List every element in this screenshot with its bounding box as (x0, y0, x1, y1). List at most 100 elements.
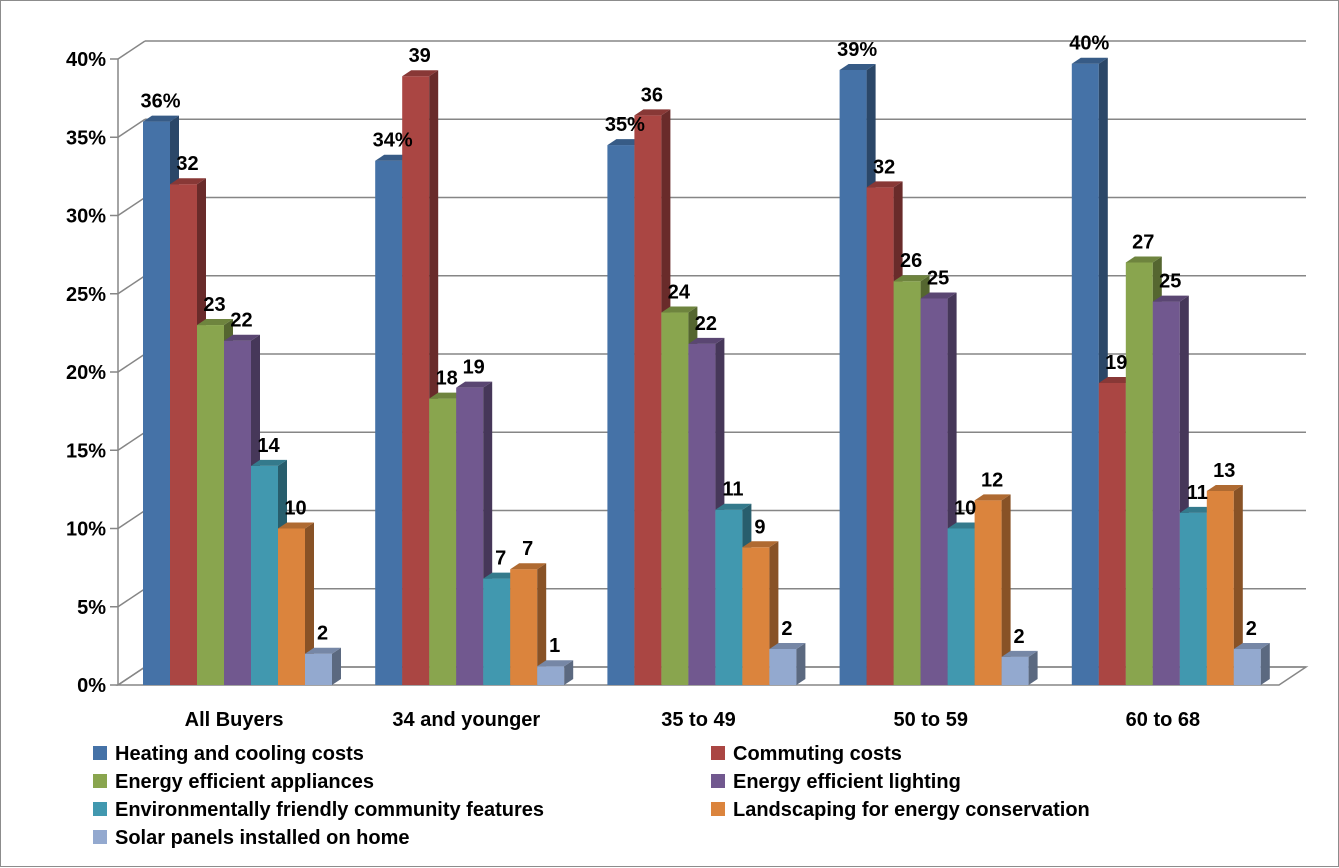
legend: Heating and cooling costs Commuting costs… (93, 743, 1090, 849)
y-tick-label: 30% (66, 206, 106, 228)
bar-top (715, 503, 752, 510)
legend-swatch (711, 774, 725, 788)
category-label: 35 to 49 (661, 709, 735, 731)
data-label: 22 (695, 313, 717, 335)
bar-side (305, 522, 314, 685)
y-tick-label: 15% (66, 440, 106, 462)
bar-top (839, 63, 876, 70)
legend-item: Energy efficient lighting (711, 771, 961, 793)
gridline-diagonal (117, 509, 146, 530)
data-label: 2 (1014, 626, 1025, 648)
data-label: 24 (668, 282, 691, 304)
bar-top (661, 306, 698, 313)
bar-top (769, 643, 806, 650)
gridline-diagonal (117, 666, 146, 686)
bar-top (456, 381, 493, 388)
bar (769, 643, 806, 685)
bar-front (1206, 490, 1234, 685)
data-label: 19 (1105, 352, 1127, 374)
bar (1233, 643, 1270, 685)
data-label: 32 (176, 153, 198, 175)
category-label: 50 to 59 (893, 709, 967, 731)
bar-top (893, 275, 930, 282)
legend-label: Landscaping for energy conservation (733, 799, 1090, 821)
bar-top (1152, 295, 1189, 302)
data-label: 22 (230, 310, 252, 332)
y-tick-label: 25% (66, 284, 106, 306)
bar-top (537, 660, 574, 667)
data-label: 2 (781, 618, 792, 640)
legend-label: Energy efficient lighting (733, 771, 961, 793)
data-label: 12 (981, 469, 1003, 491)
legend-swatch (711, 802, 725, 816)
category-label: 34 and younger (392, 709, 540, 731)
data-label: 19 (463, 357, 485, 379)
data-label: 2 (1246, 618, 1257, 640)
data-label: 40% (1069, 33, 1109, 55)
data-label: 26 (900, 250, 922, 272)
bar-front (715, 509, 743, 685)
bar-side (537, 563, 547, 685)
bar (537, 660, 574, 685)
bar-front (429, 398, 457, 685)
data-label: 10 (954, 498, 976, 520)
bar-front (839, 69, 867, 685)
bar-top (688, 337, 725, 344)
bar-front (974, 500, 1002, 685)
bar-front (607, 145, 635, 685)
bar-top (1233, 643, 1270, 650)
bar-front (688, 343, 716, 685)
data-label: 14 (257, 435, 280, 457)
bar-front (375, 160, 403, 686)
bar-top (305, 647, 341, 654)
bars (143, 57, 1270, 686)
bar-front (305, 653, 332, 685)
gridline-diagonal (117, 353, 146, 373)
data-label: 11 (1187, 482, 1208, 504)
bar-top (278, 522, 314, 529)
bar-top (143, 115, 179, 122)
bar (510, 563, 547, 685)
bar-front (1001, 656, 1029, 685)
y-tick-label: 20% (66, 362, 106, 384)
gridline-diagonal (117, 431, 146, 451)
x-axis-categories: All Buyers 34 and younger 35 to 49 50 to 59… (185, 709, 1201, 731)
bar-top (974, 494, 1011, 501)
bar-front (920, 298, 948, 685)
legend-swatch (93, 830, 107, 844)
bar-top (634, 109, 671, 116)
bar-front (483, 578, 511, 685)
legend-swatch (711, 746, 725, 760)
y-tick-label: 5% (77, 597, 106, 619)
data-label: 9 (754, 516, 765, 538)
gridline-diagonal (117, 40, 146, 60)
bar-top (1125, 256, 1162, 263)
legend-swatch (93, 774, 107, 788)
bar-top (920, 292, 957, 299)
bar-front (456, 387, 484, 685)
bar-front (170, 184, 197, 685)
bar-front (510, 569, 538, 685)
bar (278, 522, 314, 685)
data-label: 11 (722, 479, 743, 501)
legend-label: Commuting costs (733, 743, 902, 765)
y-axis-ticks: 0% 5% 10% 15% 20% 25% 30% 35% 40% (66, 49, 106, 697)
bar-front (866, 187, 894, 685)
data-label: 39% (837, 39, 877, 61)
legend-label: Heating and cooling costs (115, 743, 364, 765)
legend-swatch (93, 802, 107, 816)
data-label: 36% (140, 91, 180, 113)
bar (974, 494, 1011, 685)
y-tick-label: 0% (77, 675, 106, 697)
data-label: 39 (409, 45, 431, 67)
bar-front (661, 312, 689, 685)
bar-top (866, 181, 903, 188)
data-label: 35% (605, 114, 645, 136)
bar-side (1233, 484, 1243, 685)
bar-front (893, 281, 921, 685)
legend-item: Heating and cooling costs (93, 743, 364, 765)
bar-top (1071, 57, 1108, 64)
bar-top (1206, 484, 1243, 491)
